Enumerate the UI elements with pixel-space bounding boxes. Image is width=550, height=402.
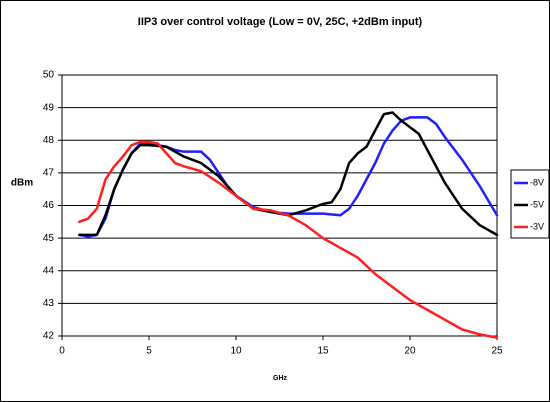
y-tick-label: 44 xyxy=(43,265,55,276)
line xyxy=(78,111,499,237)
y-tick-label: 48 xyxy=(43,135,55,146)
y-tick-label: 46 xyxy=(43,200,55,211)
y-tick-label: 45 xyxy=(43,233,55,244)
x-tick-label: 0 xyxy=(59,346,65,357)
y-axis-label: dBm xyxy=(11,178,33,189)
y-tick-label: 47 xyxy=(43,168,55,179)
y-tick-label: 43 xyxy=(43,298,55,309)
legend-label: -3V xyxy=(530,221,544,231)
chart-title: IIP3 over control voltage (Low = 0V, 25C… xyxy=(138,16,423,28)
y-tick-label: 50 xyxy=(43,70,55,81)
line xyxy=(78,140,499,339)
x-tick-label: 25 xyxy=(491,346,503,357)
y-tick-label: 49 xyxy=(43,102,55,113)
legend-label: -5V xyxy=(530,199,544,209)
x-tick-label: 5 xyxy=(146,346,152,357)
y-tick-label: 42 xyxy=(43,331,55,342)
legend-label: -8V xyxy=(530,177,544,187)
x-tick-label: 15 xyxy=(317,346,329,357)
x-tick-label: 10 xyxy=(230,346,242,357)
x-axis-label: GHz xyxy=(273,375,288,382)
x-tick-label: 20 xyxy=(404,346,416,357)
